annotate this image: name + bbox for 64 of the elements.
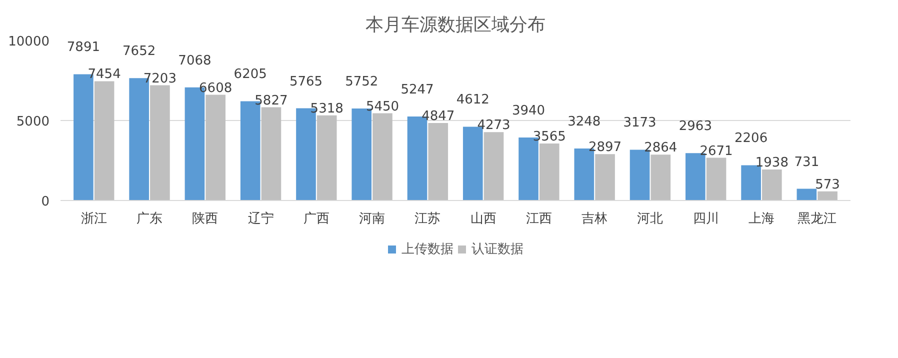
- data-label: 5450: [366, 99, 400, 114]
- bar: [595, 154, 615, 200]
- x-tick-label: 黑龙江: [798, 212, 837, 226]
- bar: [484, 132, 504, 200]
- data-label: 2671: [700, 144, 733, 159]
- y-tick-label: 5000: [16, 114, 50, 130]
- data-label: 6608: [199, 80, 232, 96]
- data-label: 6205: [234, 67, 267, 82]
- x-tick-label: 广西: [303, 212, 330, 226]
- data-label: 731: [794, 154, 820, 170]
- x-tick-label: 河北: [637, 212, 664, 226]
- data-label: 5752: [345, 74, 378, 90]
- x-tick-label: 浙江: [80, 212, 107, 226]
- data-label: 5247: [400, 82, 434, 98]
- data-label: 2206: [734, 131, 768, 146]
- bar: [150, 85, 170, 200]
- data-label: 1938: [755, 155, 788, 170]
- data-label: 2864: [644, 140, 678, 156]
- y-tick-label: 10000: [8, 34, 50, 50]
- legend-label: 认证数据: [472, 241, 524, 258]
- x-tick-label: 辽宁: [248, 210, 274, 226]
- x-tick-label: 吉林: [582, 212, 608, 226]
- x-tick-label: 上海: [748, 212, 774, 226]
- data-label: 3248: [568, 114, 601, 130]
- data-label: 5765: [289, 74, 323, 90]
- data-label: 3940: [512, 103, 546, 118]
- bar: [428, 122, 448, 200]
- data-label: 573: [815, 177, 840, 192]
- bar: [261, 107, 282, 200]
- data-label: 2963: [678, 119, 712, 134]
- bar: [372, 113, 392, 200]
- x-tick-label: 江西: [526, 212, 552, 226]
- data-label: 7454: [88, 67, 121, 82]
- bar: [762, 169, 782, 200]
- bar: [706, 158, 726, 200]
- bar: [316, 115, 337, 200]
- legend-label: 上传数据: [402, 241, 454, 258]
- bar: [94, 81, 114, 200]
- chart-title: 本月车源数据区域分布: [366, 14, 546, 36]
- data-label: 7652: [122, 44, 156, 60]
- data-label: 4612: [456, 92, 490, 108]
- bar: [796, 188, 817, 200]
- bar: [650, 154, 671, 200]
- data-label: 7891: [66, 40, 100, 56]
- x-tick-label: 江苏: [414, 212, 441, 226]
- x-tick-label: 广东: [136, 212, 163, 226]
- x-tick-label: 河南: [359, 212, 386, 226]
- data-label: 7068: [178, 53, 212, 68]
- bar: [206, 94, 226, 200]
- data-label: 7203: [143, 71, 176, 86]
- x-tick-label: 陕西: [192, 212, 218, 226]
- data-label: 3565: [532, 129, 566, 144]
- data-label: 2897: [588, 140, 622, 156]
- data-label: 5827: [254, 93, 288, 108]
- x-tick-label: 四川: [692, 212, 719, 226]
- bar: [741, 165, 761, 200]
- data-label: 4273: [477, 118, 510, 134]
- data-label: 4847: [422, 108, 455, 124]
- x-tick-label: 山西: [470, 212, 496, 226]
- data-label: 3173: [623, 116, 656, 131]
- bar: [539, 143, 560, 200]
- bar: [818, 191, 838, 200]
- data-label: 5318: [310, 101, 344, 116]
- y-tick-label: 0: [41, 194, 50, 210]
